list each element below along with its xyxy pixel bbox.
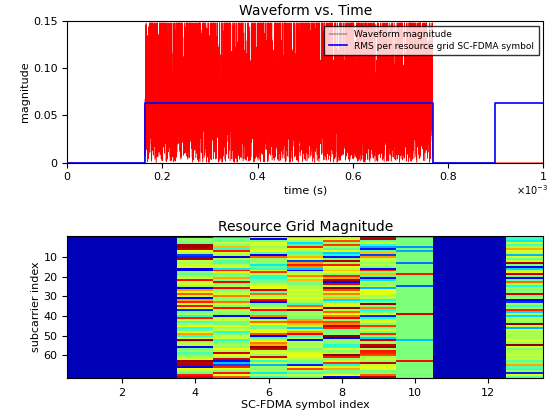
Y-axis label: magnitude: magnitude [20,61,30,122]
X-axis label: SC-FDMA symbol index: SC-FDMA symbol index [241,401,370,410]
Text: $\times 10^{-3}$: $\times 10^{-3}$ [516,184,548,197]
Legend: Waveform magnitude, RMS per resource grid SC-FDMA symbol: Waveform magnitude, RMS per resource gri… [324,26,539,55]
Title: Resource Grid Magnitude: Resource Grid Magnitude [218,220,393,234]
X-axis label: time (s): time (s) [283,185,327,195]
Title: Waveform vs. Time: Waveform vs. Time [239,5,372,18]
Y-axis label: subcarrier index: subcarrier index [31,262,40,352]
